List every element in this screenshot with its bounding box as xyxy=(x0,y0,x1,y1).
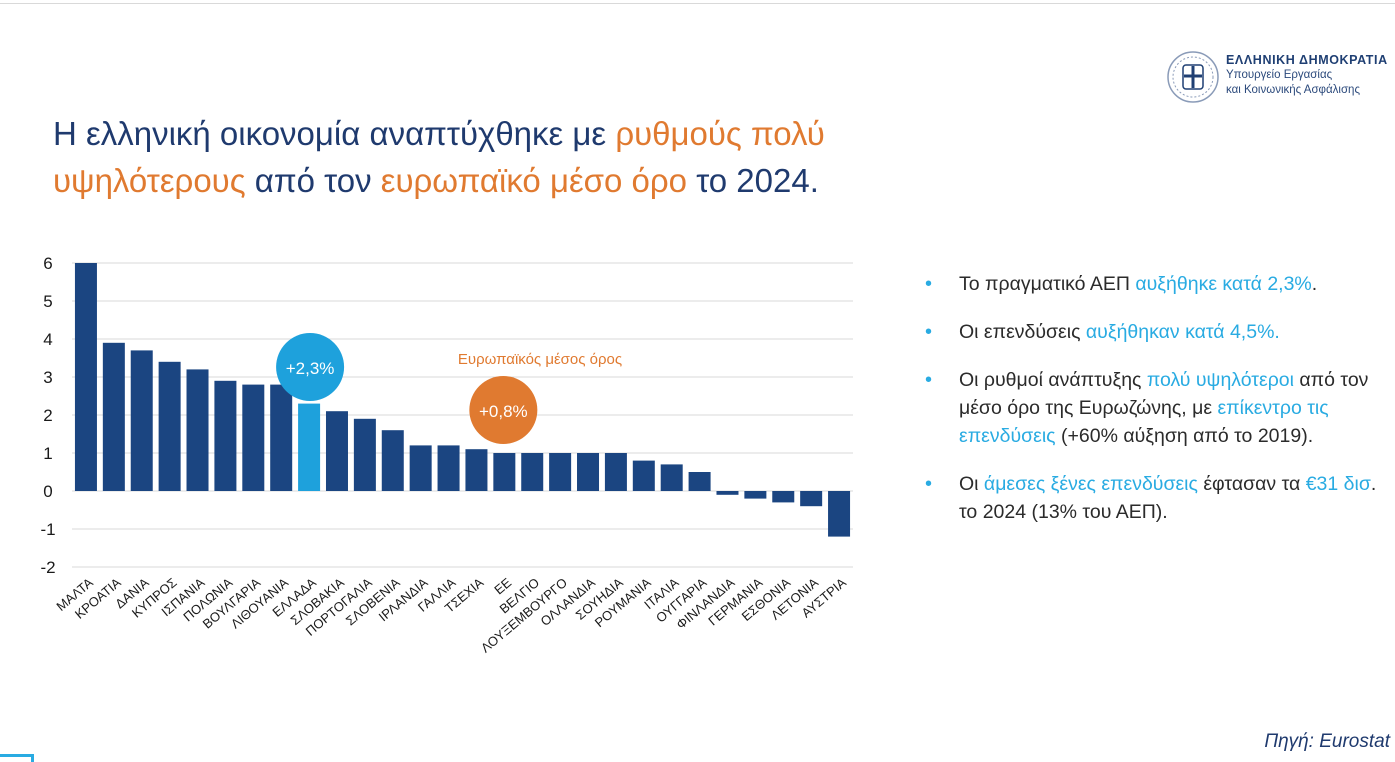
bullet-item: • Οι άμεσες ξένες επενδύσεις έφτασαν τα €… xyxy=(925,470,1385,526)
bar xyxy=(577,453,600,491)
bar xyxy=(270,384,293,491)
bar xyxy=(353,418,376,491)
bar xyxy=(186,369,209,491)
bullet-text: . το 2024 (13% του ΑΕΠ). xyxy=(959,473,1377,523)
coat-of-arms-icon xyxy=(1167,51,1219,103)
bullet-dot-icon: • xyxy=(925,273,933,295)
bullet-dot-icon: • xyxy=(925,321,933,343)
bar xyxy=(744,491,767,499)
title-highlight-1: ρυθμούς πολύ υψηλότερους xyxy=(53,115,825,199)
bar xyxy=(130,350,153,491)
page-title: Η ελληνική οικονομία αναπτύχθηκε με ρυθμ… xyxy=(53,110,1013,204)
bar xyxy=(381,430,404,491)
bullet-item: • Οι επενδύσεις αυξήθηκαν κατά 4,5%. xyxy=(925,318,1385,346)
title-part-3: από τον xyxy=(245,162,381,199)
bar xyxy=(298,403,321,491)
y-tick-label: 4 xyxy=(43,330,52,349)
eu-average-label: Ευρωπαϊκός μέσος όρος xyxy=(458,351,622,368)
y-tick-label: 1 xyxy=(43,444,52,463)
bullet-text: Οι xyxy=(959,473,984,495)
bar xyxy=(437,445,460,491)
top-rule xyxy=(0,3,1395,4)
bar xyxy=(521,453,544,491)
eu-average-bubble xyxy=(469,376,538,444)
title-highlight-2: ευρωπαϊκό μέσο όρο xyxy=(380,162,688,199)
greece-growth-bubble xyxy=(276,333,345,401)
bar xyxy=(604,453,627,491)
ministry-logo: ΕΛΛΗΝΙΚΗ ΔΗΜΟΚΡΑΤΙΑ Υπουργείο Εργασίας κ… xyxy=(1166,47,1395,107)
bar xyxy=(214,380,237,491)
bar xyxy=(632,460,655,491)
bullet-highlight-text: αυξήθηκε κατά 2,3% xyxy=(1135,273,1312,295)
bar xyxy=(716,491,739,495)
bar xyxy=(242,384,265,491)
bullet-text: έφτασαν τα xyxy=(1197,473,1306,495)
bar xyxy=(158,361,181,491)
bullet-dot-icon: • xyxy=(925,473,933,495)
bullet-text: από τον μέσο όρο της Ευρωζώνης, με xyxy=(959,369,1369,419)
bullet-text: (+60% αύξηση από το 2019). xyxy=(1055,425,1314,447)
bullet-highlight-text: €31 δισ xyxy=(1305,473,1371,495)
bullet-highlight-text: αυξήθηκαν κατά 4,5%. xyxy=(1085,321,1280,343)
title-part-1: Η ελληνική οικονομία αναπτύχθηκε με xyxy=(53,115,616,152)
bullet-highlight-text: άμεσες ξένες επενδύσεις xyxy=(983,473,1198,495)
bar xyxy=(688,472,711,491)
eu-average-bubble-label: +0,8% xyxy=(479,402,528,421)
bar xyxy=(409,445,432,491)
logo-subtitle-line1: Υπουργείο Εργασίας xyxy=(1226,69,1333,81)
y-tick-label: 5 xyxy=(43,292,52,311)
bullet-item: • Το πραγματικό ΑΕΠ αυξήθηκε κατά 2,3%. xyxy=(925,270,1385,298)
bullet-highlight-text: πολύ υψηλότεροι xyxy=(1146,369,1294,391)
bar xyxy=(800,491,823,507)
bullet-item: • Οι ρυθμοί ανάπτυξης πολύ υψηλότεροι από… xyxy=(925,366,1385,450)
bar xyxy=(660,464,683,491)
logo-title: ΕΛΛΗΝΙΚΗ ΔΗΜΟΚΡΑΤΙΑ xyxy=(1226,53,1388,67)
bullet-text: . xyxy=(1311,273,1318,295)
bar xyxy=(465,449,488,491)
bar xyxy=(828,491,851,537)
bar xyxy=(549,453,572,491)
bullet-text: Οι επενδύσεις xyxy=(959,321,1086,343)
source-note: Πηγή: Eurostat xyxy=(1264,731,1390,752)
greece-growth-label: +2,3% xyxy=(286,359,335,378)
bar xyxy=(102,342,125,491)
bar xyxy=(325,411,348,491)
logo-subtitle-line2: και Κοινωνικής Ασφάλισης xyxy=(1226,84,1360,96)
y-tick-label: 3 xyxy=(43,368,52,387)
y-tick-label: 0 xyxy=(43,482,52,501)
bar xyxy=(74,263,97,491)
y-tick-label: -2 xyxy=(40,558,55,577)
bullet-text: Οι ρυθμοί ανάπτυξης xyxy=(959,369,1147,391)
y-tick-label: -1 xyxy=(40,520,55,539)
bar xyxy=(493,453,516,491)
bullet-highlight-text: επίκεντρο τις επενδύσεις xyxy=(959,397,1329,447)
title-part-5: το 2024. xyxy=(687,162,819,199)
gdp-growth-bar-chart: 6543210-1-2ΜΑΛΤΑΚΡΟΑΤΙΑΔΑΝΙΑΚΥΠΡΟΣΙΣΠΑΝΙ… xyxy=(40,254,853,656)
corner-accent xyxy=(0,754,34,762)
key-points-list: • Το πραγματικό ΑΕΠ αυξήθηκε κατά 2,3%. • Ο… xyxy=(925,270,1385,546)
y-tick-label: 2 xyxy=(43,406,52,425)
bullet-text: Το πραγματικό ΑΕΠ xyxy=(959,273,1136,295)
y-tick-label: 6 xyxy=(43,254,52,273)
bar xyxy=(772,491,795,503)
bullet-dot-icon: • xyxy=(925,369,933,391)
